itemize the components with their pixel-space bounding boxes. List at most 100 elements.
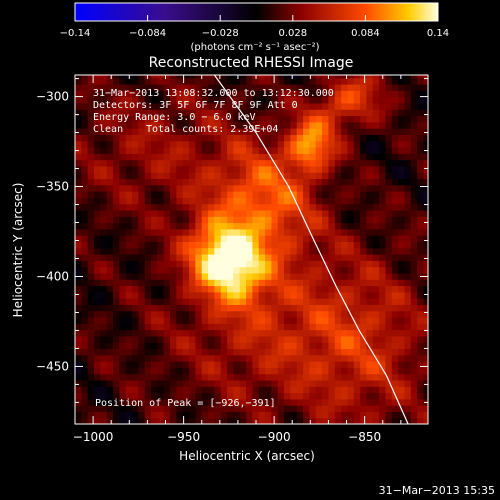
heatmap-cell bbox=[290, 329, 298, 337]
heatmap-cell bbox=[119, 260, 127, 268]
heatmap-cell bbox=[214, 77, 222, 85]
heatmap-cell bbox=[360, 291, 368, 299]
heatmap-cell bbox=[315, 417, 323, 424]
heatmap-cell bbox=[220, 417, 228, 424]
heatmap-cell bbox=[119, 140, 127, 148]
heatmap-cell bbox=[100, 335, 108, 343]
heatmap-cell bbox=[163, 159, 171, 167]
heatmap-cell bbox=[303, 405, 311, 413]
heatmap-cell bbox=[366, 335, 374, 343]
heatmap-cell bbox=[398, 266, 406, 274]
heatmap-cell bbox=[75, 285, 82, 293]
heatmap-cell bbox=[94, 83, 101, 91]
heatmap-cell bbox=[296, 197, 304, 205]
heatmap-cell bbox=[106, 159, 114, 167]
heatmap-cell bbox=[157, 102, 165, 110]
heatmap-cell bbox=[208, 235, 215, 243]
heatmap-cell bbox=[360, 329, 368, 337]
heatmap-cell bbox=[341, 411, 349, 419]
heatmap-cell bbox=[125, 254, 133, 261]
heatmap-cell bbox=[385, 184, 393, 192]
heatmap-cell bbox=[94, 298, 101, 305]
heatmap-cell bbox=[303, 247, 311, 255]
heatmap-cell bbox=[315, 304, 323, 312]
heatmap-cell bbox=[341, 386, 349, 394]
heatmap-cell bbox=[341, 405, 349, 413]
heatmap-cell bbox=[81, 172, 89, 180]
heatmap-cell bbox=[227, 203, 234, 211]
heatmap-cell bbox=[227, 298, 234, 305]
heatmap-cell bbox=[296, 247, 304, 255]
heatmap-cell bbox=[290, 323, 298, 331]
heatmap-cell bbox=[379, 96, 387, 104]
heatmap-cell bbox=[125, 392, 133, 400]
heatmap-cell bbox=[233, 316, 241, 324]
heatmap-cell bbox=[208, 405, 215, 413]
heatmap-cell bbox=[119, 235, 127, 243]
heatmap-cell bbox=[75, 235, 82, 243]
heatmap-cell bbox=[75, 191, 82, 198]
heatmap-cell bbox=[132, 90, 139, 98]
heatmap-cell bbox=[284, 342, 292, 350]
heatmap-cell bbox=[87, 417, 95, 424]
heatmap-cell bbox=[144, 159, 152, 167]
heatmap-cell bbox=[106, 75, 114, 79]
heatmap-cell bbox=[220, 77, 228, 85]
heatmap-cell bbox=[208, 329, 215, 337]
heatmap-cell bbox=[385, 323, 393, 331]
heatmap-cell bbox=[113, 197, 120, 205]
heatmap-cell bbox=[277, 178, 285, 186]
heatmap-cell bbox=[404, 109, 412, 117]
heatmap-cell bbox=[258, 140, 266, 148]
heatmap-cell bbox=[265, 146, 273, 154]
heatmap-cell bbox=[347, 128, 355, 135]
heatmap-cell bbox=[227, 90, 234, 98]
heatmap-cell bbox=[94, 398, 101, 406]
heatmap-cell bbox=[379, 247, 387, 255]
heatmap-cell bbox=[81, 191, 89, 198]
heatmap-cell bbox=[182, 291, 190, 299]
heatmap-cell bbox=[252, 316, 260, 324]
heatmap-cell bbox=[75, 140, 82, 148]
heatmap-cell bbox=[290, 197, 298, 205]
heatmap-cell bbox=[227, 115, 234, 123]
heatmap-cell bbox=[315, 178, 323, 186]
heatmap-cell bbox=[163, 191, 171, 198]
heatmap-cell bbox=[398, 83, 406, 91]
heatmap-cell bbox=[94, 90, 101, 98]
heatmap-cell bbox=[119, 241, 127, 249]
heatmap-cell bbox=[404, 298, 412, 305]
heatmap-cell bbox=[195, 373, 203, 381]
heatmap-cell bbox=[322, 291, 330, 299]
heatmap-cell bbox=[163, 197, 171, 205]
heatmap-cell bbox=[322, 417, 330, 424]
heatmap-cell bbox=[201, 83, 209, 91]
heatmap-cell bbox=[277, 335, 285, 343]
heatmap-cell bbox=[366, 361, 374, 368]
heatmap-cell bbox=[106, 354, 114, 362]
heatmap-cell bbox=[271, 121, 279, 129]
heatmap-cell bbox=[258, 342, 266, 350]
heatmap-cell bbox=[322, 115, 330, 123]
heatmap-cell bbox=[265, 102, 273, 110]
heatmap-cell bbox=[296, 354, 304, 362]
heatmap-cell bbox=[233, 373, 241, 381]
heatmap-cell bbox=[265, 373, 273, 381]
heatmap-cell bbox=[322, 361, 330, 368]
heatmap-cell bbox=[296, 83, 304, 91]
heatmap-cell bbox=[75, 165, 82, 173]
heatmap-cell bbox=[201, 373, 209, 381]
heatmap-cell bbox=[113, 140, 120, 148]
heatmap-cell bbox=[309, 216, 317, 224]
heatmap-cell bbox=[423, 279, 428, 287]
heatmap-cell bbox=[176, 354, 184, 362]
heatmap-cell bbox=[144, 222, 152, 230]
heatmap-cell bbox=[391, 191, 399, 198]
heatmap-cell bbox=[252, 83, 260, 91]
heatmap-cell bbox=[277, 316, 285, 324]
heatmap-cell bbox=[227, 140, 234, 148]
heatmap-cell bbox=[182, 134, 190, 142]
heatmap-cell bbox=[125, 159, 133, 167]
heatmap-cell bbox=[94, 279, 101, 287]
heatmap-cell bbox=[227, 134, 234, 142]
